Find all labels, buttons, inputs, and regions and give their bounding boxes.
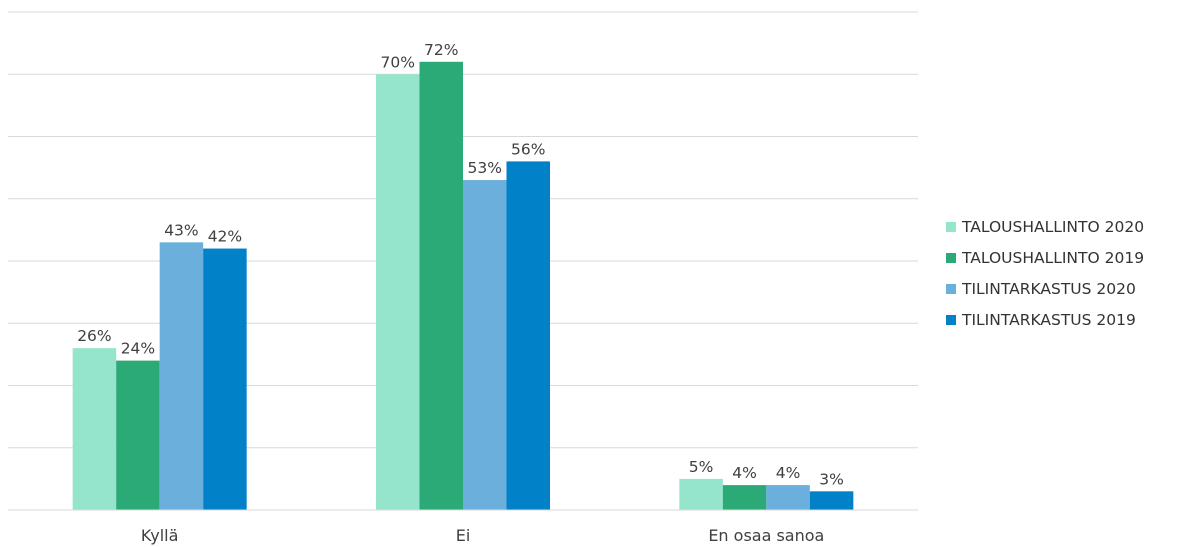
legend-swatch: [946, 252, 956, 263]
bar: [463, 180, 507, 510]
data-labels: 26% 24% 43% 42% 70% 72% 53% 56% 5% 4% 4% 3%: [77, 41, 844, 489]
data-label: 4%: [776, 464, 801, 482]
legend-swatch: [946, 314, 956, 325]
legend-label: TILINTARKASTUS 2019: [962, 310, 1136, 329]
legend-swatch: [946, 221, 956, 232]
data-label: 3%: [819, 470, 844, 488]
data-label: 70%: [381, 53, 415, 71]
legend-swatch: [946, 283, 956, 294]
legend-label: TALOUSHALLINTO 2019: [962, 248, 1145, 267]
data-label: 42%: [208, 228, 242, 246]
legend-item: TILINTARKASTUS 2020: [946, 273, 1144, 304]
bar: [159, 242, 204, 510]
x-tick-label: Ei: [456, 526, 471, 545]
data-label: 5%: [689, 458, 714, 476]
legend-item: TALOUSHALLINTO 2019: [946, 242, 1144, 273]
bar: [376, 74, 420, 510]
x-tick-label: En osaa sanoa: [708, 526, 824, 545]
bar: [116, 360, 160, 510]
bar: [203, 248, 247, 511]
data-label: 24%: [121, 340, 155, 358]
legend-item: TALOUSHALLINTO 2020: [946, 211, 1144, 242]
bar: [72, 348, 117, 510]
x-tick-label: Kyllä: [141, 526, 179, 545]
bar: [506, 161, 550, 510]
bars: [72, 61, 854, 511]
bar: [722, 485, 767, 510]
legend-item: TILINTARKASTUS 2019: [946, 304, 1144, 335]
data-label: 26%: [77, 327, 111, 345]
data-label: 56%: [511, 140, 545, 158]
bar: [766, 485, 810, 510]
legend-label: TALOUSHALLINTO 2020: [962, 217, 1145, 236]
x-tick-labels: Kyllä Ei En osaa sanoa: [141, 526, 824, 545]
data-label: 53%: [468, 159, 502, 177]
bar: [419, 61, 463, 511]
bar: [809, 491, 854, 510]
bar: [679, 478, 723, 510]
legend-label: TILINTARKASTUS 2020: [962, 279, 1136, 298]
legend: TALOUSHALLINTO 2020 TALOUSHALLINTO 2019 …: [946, 211, 1144, 335]
data-label: 72%: [424, 41, 458, 59]
data-label: 43%: [164, 221, 198, 239]
data-label: 4%: [732, 464, 757, 482]
